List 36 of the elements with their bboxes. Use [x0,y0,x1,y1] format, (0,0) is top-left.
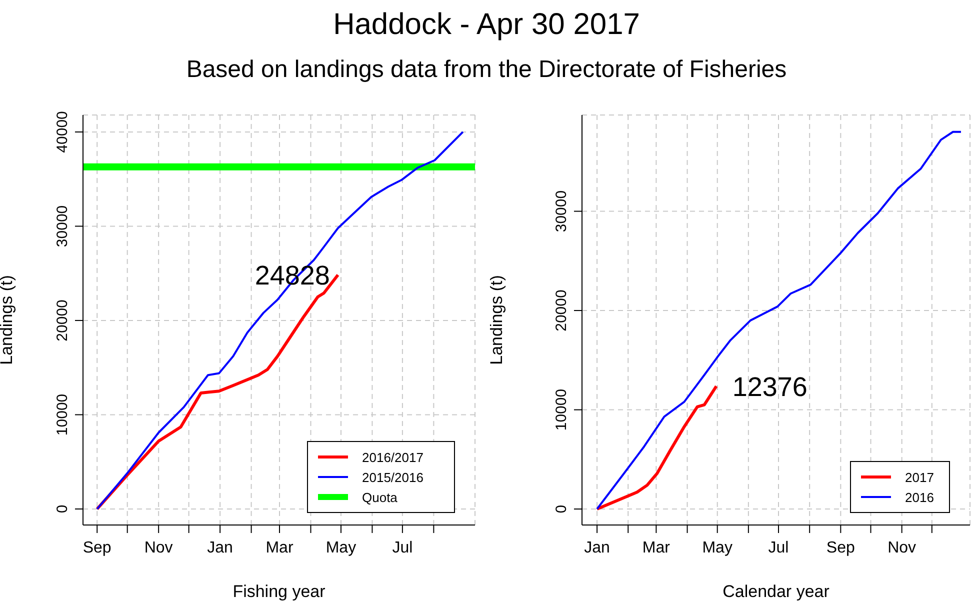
line-series [596,130,962,510]
y-tick-label: 10000 [553,388,570,431]
x-tick-label: Jan [584,539,610,556]
legend-label: 2016/2017 [362,450,424,464]
y-tick-label: 20000 [553,290,570,332]
x-tick-label: Mar [266,539,294,556]
legend-label: 2016 [905,490,934,504]
y-tick-label: 30000 [553,190,570,232]
y-tick-label: 0 [553,504,570,514]
annotation: 12376 [732,372,808,402]
y-tick-label: 30000 [54,205,71,248]
chart-title: Haddock - Apr 30 2017 [332,8,641,42]
x-tick-label: Mar [642,539,671,556]
x-axis-title: Calendar year [722,582,830,601]
x-tick-label: May [326,539,356,556]
y-tick-label: 0 [54,504,71,514]
x-tick-label: Sep [826,539,856,556]
line-series [596,384,718,511]
legend-label: Quota [362,490,398,504]
x-tick-label: Jul [392,539,413,556]
x-tick-label: Jul [768,539,789,556]
x-tick-label: Nov [888,539,916,556]
y-tick-label: 20000 [54,300,71,342]
line-series [96,130,464,510]
x-tick-label: Sep [82,539,112,556]
x-axis-title: Fishing year [232,582,326,601]
legend-label: 2017 [905,470,934,484]
x-tick-label: Nov [144,539,173,556]
legend-label: 2015/2016 [362,470,424,484]
y-tick-label: 40000 [54,111,71,153]
y-axis-title: Landings (t) [487,275,506,365]
y-tick-label: 10000 [54,394,71,436]
x-tick-label: Jan [207,539,233,556]
chart-subtitle: Based on landings data from the Directorate of Fisheries [185,56,788,84]
y-axis-title: Landings (t) [0,275,16,365]
x-tick-label: May [702,539,732,556]
